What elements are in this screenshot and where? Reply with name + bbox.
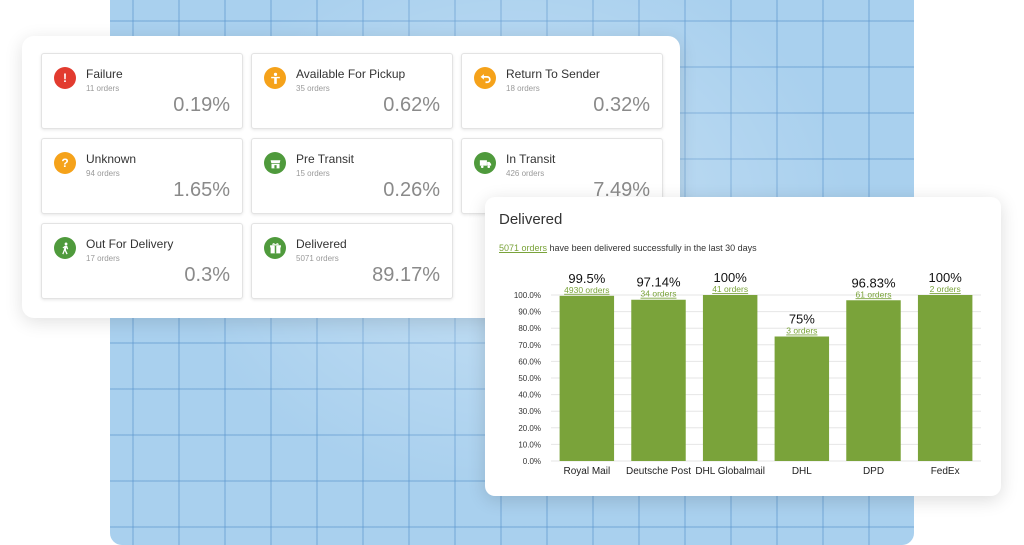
delivered-summary: 5071 orders have been delivered successf… <box>499 243 757 253</box>
bar-orders-link[interactable]: 34 orders <box>641 289 677 299</box>
y-tick-label: 70.0% <box>518 341 541 350</box>
y-tick-label: 100.0% <box>514 291 541 300</box>
status-tile-out-for-delivery[interactable]: Out For Delivery 17 orders 0.3% <box>41 223 243 299</box>
y-tick-label: 50.0% <box>518 374 541 383</box>
bar-value-label: 97.14% <box>636 275 681 290</box>
question-icon: ? <box>54 152 76 174</box>
status-percent: 0.3% <box>184 264 230 286</box>
delivered-orders-link[interactable]: 5071 orders <box>499 243 548 253</box>
status-percent: 0.32% <box>593 94 650 116</box>
bar-orders-link[interactable]: 2 orders <box>930 284 961 294</box>
bar <box>631 299 686 461</box>
status-label: Return To Sender <box>506 67 600 81</box>
status-order-count: 94 orders <box>86 169 120 178</box>
bar-value-label: 100% <box>714 270 748 285</box>
status-order-count: 5071 orders <box>296 254 339 263</box>
x-category-label: DHL <box>792 466 812 477</box>
status-order-count: 426 orders <box>506 169 545 178</box>
bar <box>774 336 830 461</box>
status-percent: 0.19% <box>173 94 230 116</box>
y-tick-label: 10.0% <box>518 440 541 449</box>
bar <box>917 295 973 461</box>
return-arrow-icon <box>474 67 496 89</box>
status-label: Out For Delivery <box>86 237 174 251</box>
y-tick-label: 40.0% <box>518 391 541 400</box>
y-tick-label: 30.0% <box>518 407 541 416</box>
delivery-rate-bar-chart: 0.0% 10.0% 20.0% 30.0% 40.0% 50.0% 60.0% 70.0% 8… <box>514 270 981 477</box>
status-label: Pre Transit <box>296 152 355 166</box>
x-category-label: Deutsche Post <box>626 466 691 477</box>
status-order-count: 11 orders <box>86 84 120 93</box>
bar <box>846 300 901 461</box>
status-percent: 7.49% <box>593 179 650 201</box>
status-label: Failure <box>86 67 123 81</box>
bar-value-label: 100% <box>929 270 963 285</box>
status-order-count: 17 orders <box>86 254 120 263</box>
status-percent: 89.17% <box>372 264 440 286</box>
walking-person-icon <box>54 237 76 259</box>
status-tile-available-for-pickup[interactable]: Available For Pickup 35 orders 0.62% <box>251 53 453 129</box>
y-tick-label: 0.0% <box>523 457 541 466</box>
status-order-count: 15 orders <box>296 169 330 178</box>
bar-value-label: 75% <box>789 312 815 327</box>
x-category-label: Royal Mail <box>563 466 610 477</box>
truck-icon <box>474 152 496 174</box>
delivered-summary-text: have been delivered successfully in the … <box>547 243 757 253</box>
exclamation-icon: ! <box>54 67 76 89</box>
status-order-count: 35 orders <box>296 84 330 93</box>
y-tick-label: 60.0% <box>518 357 541 366</box>
y-tick-label: 90.0% <box>518 308 541 317</box>
status-order-count: 18 orders <box>506 84 540 93</box>
status-label: Available For Pickup <box>296 67 406 81</box>
bar-value-label: 99.5% <box>568 271 605 286</box>
status-percent: 0.26% <box>383 179 440 201</box>
package-icon <box>264 237 286 259</box>
status-percent: 1.65% <box>173 179 230 201</box>
status-tile-pre-transit[interactable]: Pre Transit 15 orders 0.26% <box>251 138 453 214</box>
bar-orders-link[interactable]: 3 orders <box>786 326 817 336</box>
person-icon <box>264 67 286 89</box>
status-tile-return-to-sender[interactable]: Return To Sender 18 orders 0.32% <box>461 53 663 129</box>
status-label: Unknown <box>86 152 137 166</box>
status-tile-unknown[interactable]: ? Unknown 94 orders 1.65% <box>41 138 243 214</box>
bar <box>559 295 615 461</box>
status-tile-delivered[interactable]: Delivered 5071 orders 89.17% <box>251 223 453 299</box>
store-icon <box>264 152 286 174</box>
status-percent: 0.62% <box>383 94 440 116</box>
status-label: In Transit <box>506 152 556 166</box>
bar-orders-link[interactable]: 41 orders <box>712 284 748 294</box>
bar-orders-link[interactable]: 4930 orders <box>564 285 609 295</box>
delivered-chart-card: Delivered 5071 orders have been delivere… <box>485 197 1001 496</box>
status-tile-failure[interactable]: ! Failure 11 orders 0.19% <box>41 53 243 129</box>
x-category-label: DHL Globalmail <box>695 466 765 477</box>
bar <box>702 295 758 461</box>
x-category-label: DPD <box>863 466 884 477</box>
x-category-label: FedEx <box>931 466 960 477</box>
bar-value-label: 96.83% <box>851 275 896 290</box>
bar-orders-link[interactable]: 61 orders <box>856 289 892 299</box>
status-label: Delivered <box>296 237 347 251</box>
y-tick-label: 20.0% <box>518 424 541 433</box>
delivered-title: Delivered <box>499 211 563 228</box>
y-tick-label: 80.0% <box>518 324 541 333</box>
